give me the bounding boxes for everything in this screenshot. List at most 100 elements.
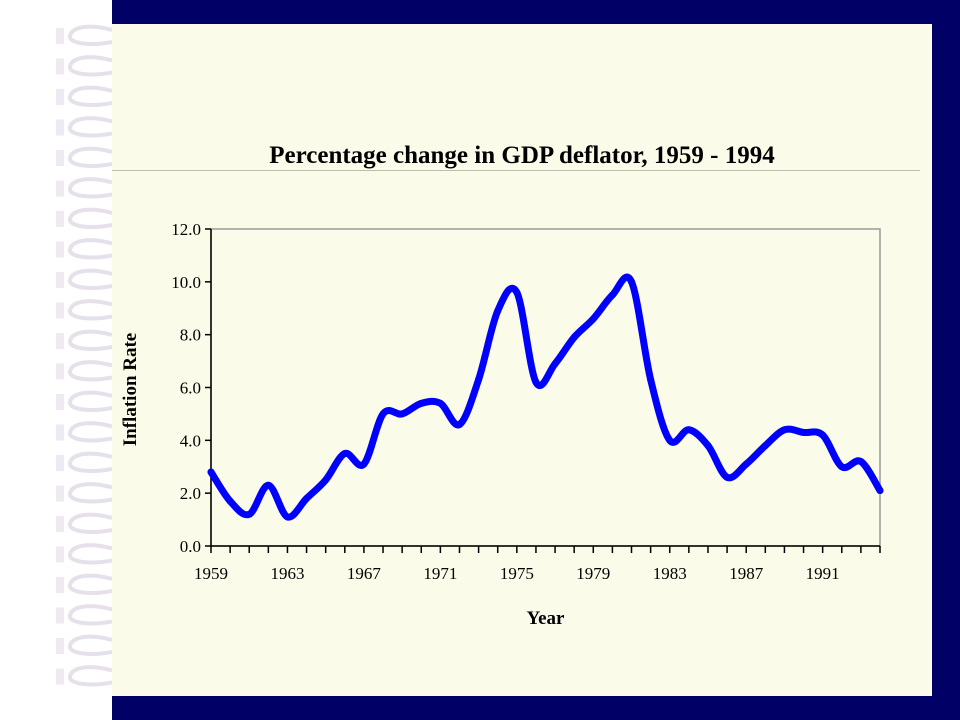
data-point xyxy=(226,497,234,505)
x-axis-title: Year xyxy=(527,608,566,629)
data-point xyxy=(264,481,272,489)
spiral-ring-icon xyxy=(68,512,112,534)
spiral-ring-icon xyxy=(68,573,112,595)
spiral-ring-icon xyxy=(68,207,112,229)
data-point xyxy=(245,510,253,518)
data-point xyxy=(876,487,884,495)
x-tick-label: 1967 xyxy=(347,564,382,583)
ring-hole xyxy=(56,668,64,685)
data-point xyxy=(322,476,330,484)
data-point xyxy=(379,410,387,418)
ring-hole xyxy=(56,455,64,471)
spiral-ring-icon xyxy=(68,55,112,77)
data-point xyxy=(475,376,483,384)
y-tick-label: 12.0 xyxy=(171,220,201,239)
ring-hole xyxy=(56,180,64,197)
ring-hole xyxy=(56,241,64,258)
spiral-rings-decoration xyxy=(56,24,112,687)
y-tick-label: 6.0 xyxy=(180,379,201,398)
ring-hole xyxy=(56,89,64,105)
ring-hole xyxy=(56,394,64,410)
ring-hole xyxy=(56,119,64,136)
ring-hole xyxy=(56,424,64,441)
data-point xyxy=(800,428,808,436)
spiral-ring-icon xyxy=(68,238,112,260)
data-point xyxy=(494,307,502,315)
ring-hole xyxy=(56,150,64,166)
spiral-ring-icon xyxy=(68,360,112,382)
title-divider xyxy=(112,170,920,171)
ring-hole xyxy=(56,485,64,502)
data-point xyxy=(570,333,578,341)
data-point xyxy=(436,399,444,407)
data-point xyxy=(341,450,349,458)
data-point xyxy=(666,436,674,444)
spiral-ring-icon xyxy=(68,665,112,687)
spiral-ring-icon xyxy=(68,451,112,473)
data-point xyxy=(589,315,597,323)
spiral-ring-icon xyxy=(68,268,112,290)
x-tick-label: 1963 xyxy=(270,564,304,583)
y-tick-label: 0.0 xyxy=(180,537,201,556)
data-point xyxy=(685,426,693,434)
x-tick-label: 1971 xyxy=(423,564,457,583)
inflation-series-line xyxy=(207,273,884,521)
spiral-ring-icon xyxy=(68,604,112,626)
spiral-ring-icon xyxy=(68,482,112,504)
data-point xyxy=(780,426,788,434)
y-tick-label: 8.0 xyxy=(180,326,201,345)
spiral-ring-icon xyxy=(68,634,112,656)
data-point xyxy=(283,513,291,521)
data-point xyxy=(513,288,521,296)
ring-hole xyxy=(56,638,64,654)
y-tick-label: 2.0 xyxy=(180,484,201,503)
data-point xyxy=(207,468,215,476)
spiral-ring-icon xyxy=(68,421,112,443)
ring-hole xyxy=(56,302,64,319)
spiral-ring-icon xyxy=(68,24,112,46)
data-point xyxy=(417,399,425,407)
spiral-ring-icon xyxy=(68,543,112,565)
data-point xyxy=(628,278,636,286)
x-tick-label: 1979 xyxy=(576,564,610,583)
spiral-ring-icon xyxy=(68,390,112,412)
ring-hole xyxy=(56,363,64,380)
data-point xyxy=(704,442,712,450)
data-point xyxy=(838,463,846,471)
x-tick-label: 1983 xyxy=(653,564,687,583)
spiral-ring-icon xyxy=(68,329,112,351)
ring-hole xyxy=(56,546,64,563)
ring-hole xyxy=(56,577,64,593)
data-point xyxy=(455,420,463,428)
spiral-ring-icon xyxy=(68,116,112,138)
slide-panel xyxy=(112,24,932,696)
data-point xyxy=(761,442,769,450)
spiral-ring-icon xyxy=(68,85,112,107)
ring-hole xyxy=(56,516,64,532)
spiral-ring-icon xyxy=(68,299,112,321)
data-point xyxy=(303,494,311,502)
spiral-ring-icon xyxy=(68,177,112,199)
data-point xyxy=(532,378,540,386)
ring-hole xyxy=(56,333,64,349)
x-tick-label: 1975 xyxy=(500,564,534,583)
ring-hole xyxy=(56,272,64,288)
ring-hole xyxy=(56,607,64,624)
spiral-ring-icon xyxy=(68,146,112,168)
x-tick-label: 1959 xyxy=(194,564,228,583)
data-point xyxy=(608,291,616,299)
data-point xyxy=(742,460,750,468)
data-point xyxy=(551,360,559,368)
data-point xyxy=(398,410,406,418)
y-axis-title: Inflation Rate xyxy=(120,333,141,446)
chart-title: Percentage change in GDP deflator, 1959 … xyxy=(269,142,775,169)
x-tick-label: 1987 xyxy=(729,564,764,583)
x-tick-label: 1991 xyxy=(806,564,840,583)
ring-hole xyxy=(56,211,64,227)
y-tick-label: 10.0 xyxy=(171,273,201,292)
y-tick-label: 4.0 xyxy=(180,431,201,450)
data-point xyxy=(723,473,731,481)
data-point xyxy=(857,457,865,465)
ring-hole xyxy=(56,28,64,44)
